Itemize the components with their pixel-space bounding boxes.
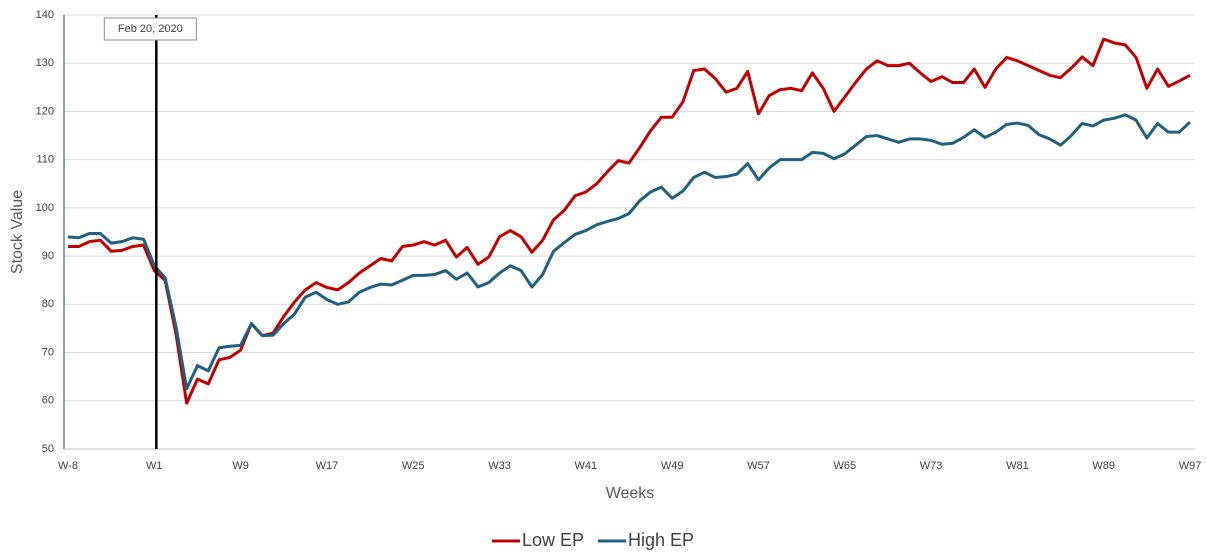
x-tick-label: W65 <box>833 460 856 472</box>
line-series <box>68 37 1191 405</box>
x-tick-label: W25 <box>402 460 425 472</box>
x-tick-label: W57 <box>747 460 770 472</box>
x-tick-label: W49 <box>661 460 684 472</box>
annotation-text: Feb 20, 2020 <box>118 23 183 35</box>
x-tick-label: W9 <box>232 460 249 472</box>
x-tick-label: W41 <box>575 460 598 472</box>
y-tick-label: 110 <box>36 154 54 166</box>
y-tick-label: 50 <box>42 443 54 455</box>
annotation-box <box>103 17 197 41</box>
x-tick-label: W81 <box>1006 460 1029 472</box>
x-tick-label: W97 <box>1179 460 1202 472</box>
legend-label: Low EP <box>522 530 584 550</box>
y-tick-label: 100 <box>36 202 54 214</box>
y-tick-label: 140 <box>36 9 54 21</box>
y-tick-label: 70 <box>42 346 54 358</box>
y-tick-label: 120 <box>36 105 54 117</box>
x-tick-label: W17 <box>316 460 339 472</box>
y-tick-label: 130 <box>36 57 54 69</box>
x-axis-title: Weeks <box>606 485 655 502</box>
y-tick-label: 90 <box>42 250 54 262</box>
line-series <box>67 113 1192 391</box>
x-tick-label: W73 <box>920 460 943 472</box>
x-tick-label: W89 <box>1092 460 1115 472</box>
legend-label: High EP <box>628 530 694 550</box>
y-axis-title: Stock Value <box>9 190 26 274</box>
x-tick-label: W1 <box>146 460 163 472</box>
y-tick-label: 60 <box>42 395 54 407</box>
x-tick-label: W33 <box>488 460 511 472</box>
y-tick-label: 80 <box>42 298 54 310</box>
x-tick-label: W-8 <box>58 460 78 472</box>
